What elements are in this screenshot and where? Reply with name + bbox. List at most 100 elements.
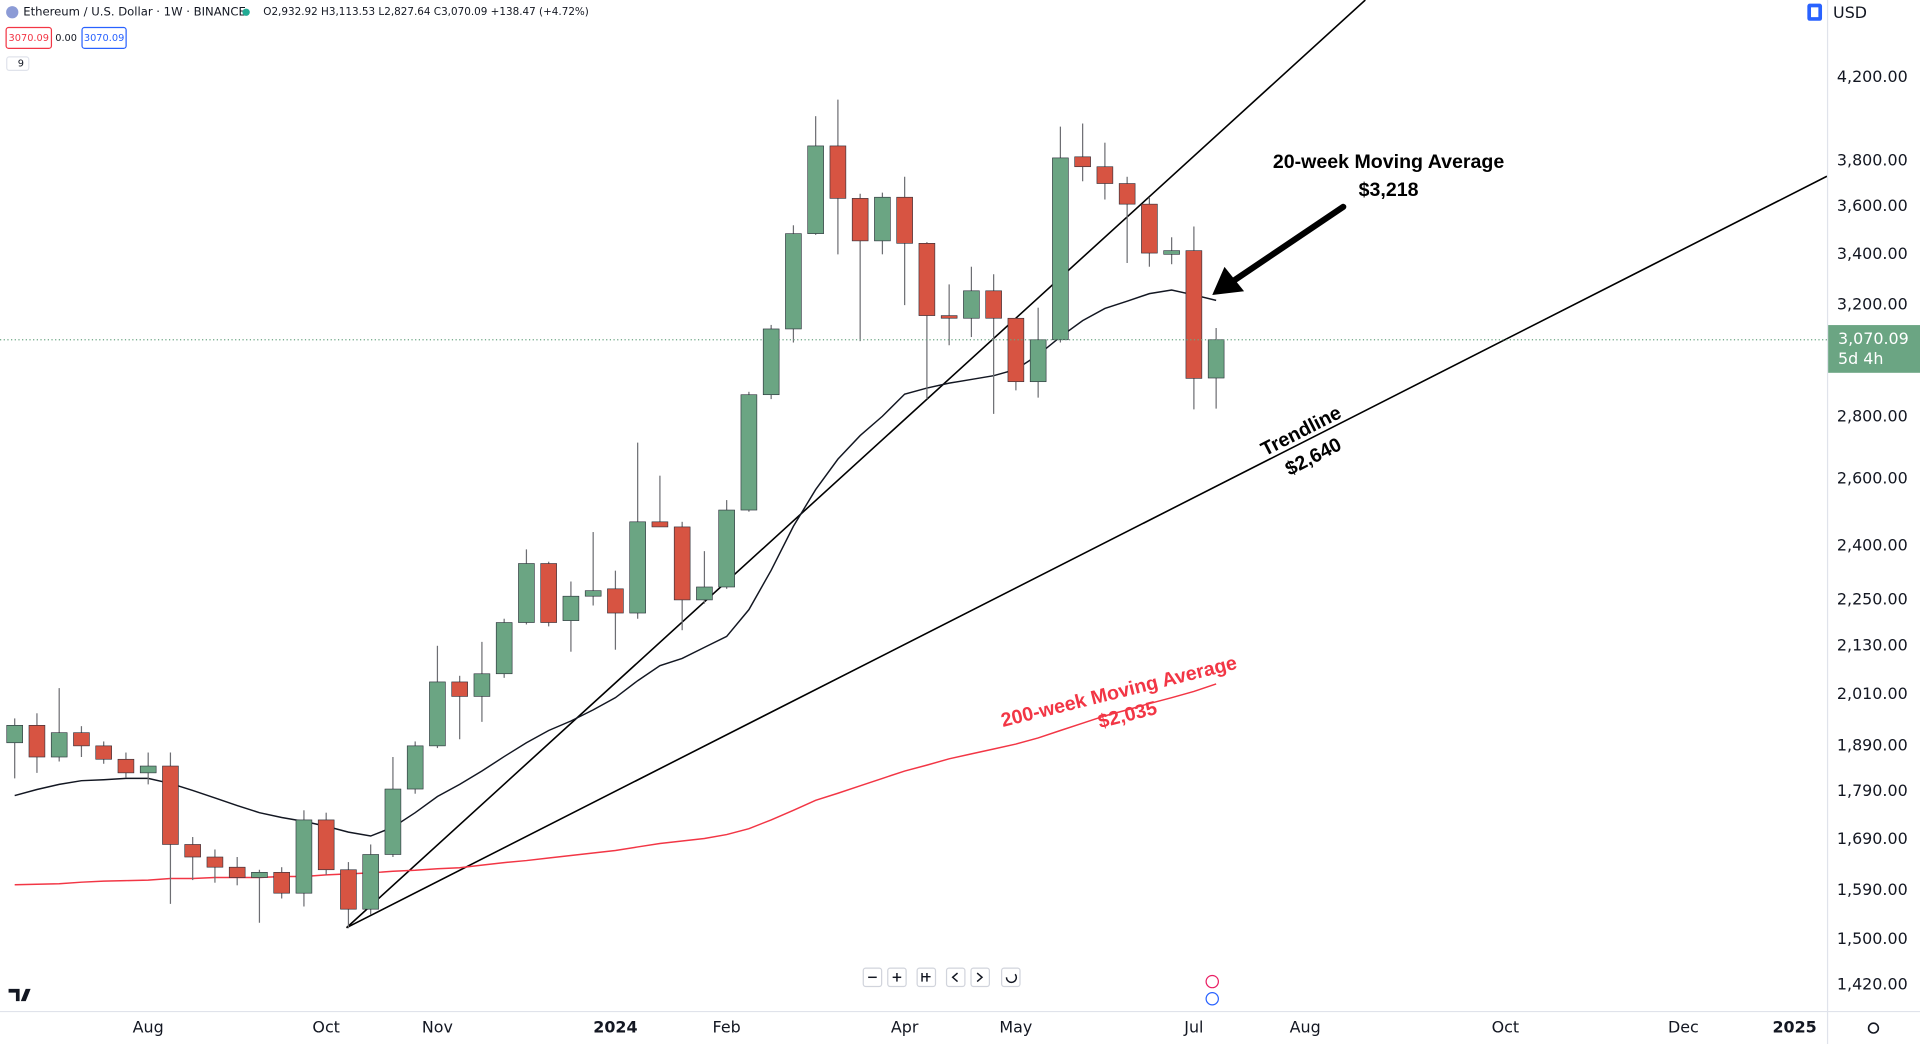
candle-body: [1029, 339, 1047, 383]
ohlc-values: O2,932.92 H3,113.53 L2,827.64 C3,070.09 …: [263, 6, 589, 18]
reset-chart[interactable]: [1001, 967, 1021, 988]
indicator-count: 9: [18, 59, 24, 70]
candle-body: [139, 765, 157, 774]
candle-body: [1141, 203, 1158, 254]
x-tick-label: Aug: [1290, 1018, 1321, 1037]
candle-body: [940, 315, 958, 319]
candle-body: [184, 844, 201, 858]
event-icon[interactable]: [1205, 974, 1219, 989]
plot: [0, 99, 1827, 929]
candle-body: [28, 724, 46, 758]
x-tick-label: Jul: [1183, 1018, 1203, 1037]
candle-body: [384, 788, 402, 855]
candle-body: [273, 872, 290, 894]
y-tick-label: 3,200.00: [1837, 295, 1908, 314]
x-tick-label: Nov: [422, 1018, 453, 1037]
y-tick-label: 3,600.00: [1837, 196, 1908, 215]
y-tick-label: 3,400.00: [1837, 244, 1908, 263]
candle-body: [651, 521, 669, 528]
y-tick-label: 1,790.00: [1837, 781, 1908, 800]
candle-body: [406, 745, 424, 790]
candle-body: [73, 732, 90, 747]
arrow-shaft: [1231, 203, 1347, 284]
candle-body: [1096, 166, 1114, 184]
candle-body: [1052, 157, 1069, 341]
candle-body: [762, 328, 780, 396]
x-tick-label: 2024: [593, 1018, 637, 1037]
sell-box[interactable]: [5, 26, 53, 49]
spread: 0.00: [55, 33, 77, 44]
last-price-label: 3,070.09: [1838, 329, 1909, 348]
x-tick-label: Feb: [713, 1018, 741, 1037]
candle-body: [851, 198, 869, 242]
y-tick-label: 2,250.00: [1837, 589, 1908, 608]
candle-body: [673, 526, 691, 601]
candle-body: [562, 595, 580, 621]
candle-body: [317, 819, 335, 871]
y-tick-label: 2,600.00: [1837, 468, 1908, 487]
symbol-icon: [6, 6, 19, 19]
x-tick-label: 2025: [1772, 1018, 1816, 1037]
trendline-steep: [345, 0, 1366, 929]
candle-body: [451, 681, 468, 697]
candle-body: [896, 196, 913, 244]
logo[interactable]: [8, 988, 31, 1002]
candle-body: [1207, 339, 1225, 379]
scroll-right[interactable]: [970, 967, 991, 988]
candle-body: [985, 290, 1002, 319]
candle-body: [963, 290, 980, 319]
candle-body: [540, 563, 557, 623]
y-tick-label: 2,400.00: [1837, 535, 1908, 554]
currency-icon-inner: [1811, 7, 1819, 18]
y-tick-label: 1,690.00: [1837, 829, 1908, 848]
candle-body: [607, 588, 624, 614]
icon-reset: [1005, 973, 1018, 984]
candle-body: [696, 586, 713, 601]
arrow-head: [1212, 266, 1245, 295]
y-tick-label: 2,010.00: [1837, 684, 1908, 703]
candle-body: [1118, 183, 1136, 205]
x-tick-label: Apr: [891, 1018, 919, 1037]
candle-body: [584, 590, 602, 597]
last-price-box: [1828, 325, 1920, 373]
candle-body: [1185, 250, 1203, 379]
annotation: 20-week Moving Average: [1273, 151, 1505, 173]
settings-icon[interactable]: [1867, 1022, 1880, 1034]
icon-reset-scale: [921, 973, 931, 982]
y-tick-label: 1,420.00: [1837, 975, 1908, 994]
y-tick-label: 1,500.00: [1837, 929, 1908, 948]
x-tick-label: Aug: [133, 1018, 164, 1037]
candle-body: [1163, 250, 1180, 255]
x-tick-label: Oct: [1492, 1018, 1520, 1037]
candle-body: [473, 673, 491, 697]
candle-body: [807, 145, 824, 234]
flag-icon[interactable]: [1205, 991, 1219, 1006]
candle-body: [95, 745, 112, 760]
indicator-toggle[interactable]: [6, 56, 30, 71]
candle-body: [1074, 156, 1091, 168]
candle-body: [117, 758, 135, 774]
candle-body: [162, 765, 179, 845]
candle-body: [785, 233, 802, 330]
candle-body: [1007, 317, 1025, 383]
candle-body: [6, 724, 23, 744]
y-tick-label: 2,800.00: [1837, 406, 1908, 425]
candle-body: [495, 622, 513, 675]
x-tick-label: Oct: [312, 1018, 340, 1037]
y-tick-label: 3,800.00: [1837, 151, 1908, 170]
trendline: [346, 175, 1827, 929]
toolbar-icons: [868, 972, 1018, 984]
candle-body: [829, 145, 847, 199]
buy-box[interactable]: [81, 26, 127, 49]
y-tick-label: 1,590.00: [1837, 880, 1908, 899]
bar-countdown: 5d 4h: [1838, 349, 1883, 368]
scroll-left[interactable]: [945, 967, 966, 988]
x-tick-label: Dec: [1668, 1018, 1699, 1037]
sell-price: 3070.09: [9, 33, 49, 44]
market-status: [242, 8, 250, 16]
candle-body: [206, 856, 224, 868]
candle-body: [251, 872, 268, 878]
symbol-title: Ethereum / U.S. Dollar · 1W · BINANCE: [23, 5, 246, 19]
currency[interactable]: USD: [1833, 3, 1867, 22]
candle-body: [740, 394, 758, 511]
